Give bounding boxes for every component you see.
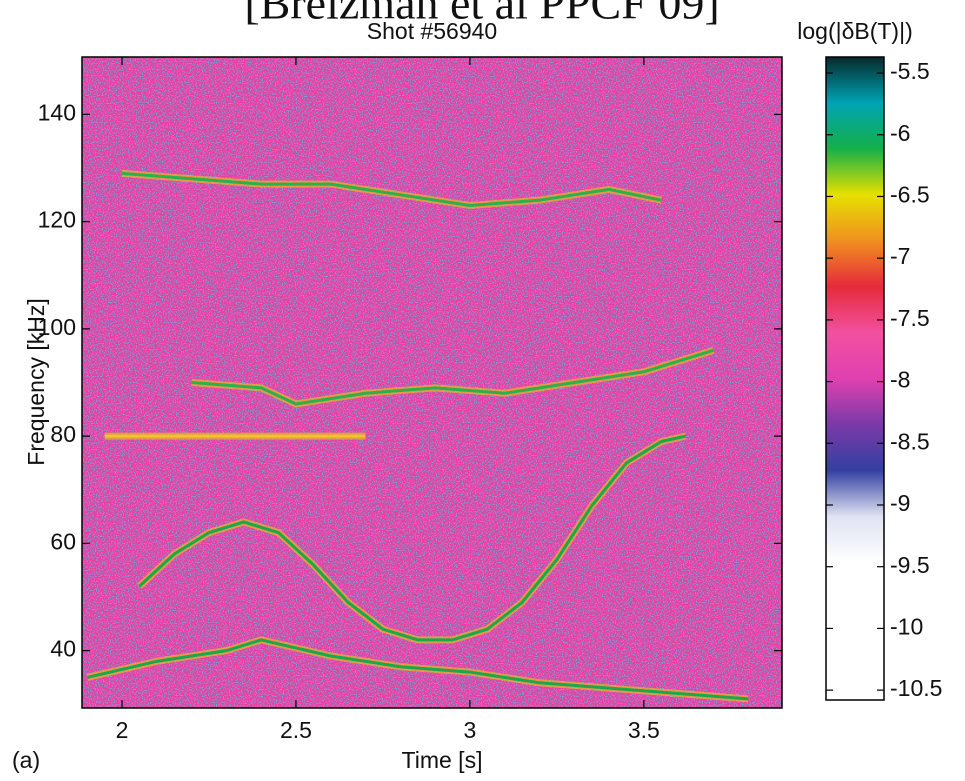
colorbar-tick-label: -6 <box>890 120 910 146</box>
y-tick-label: 60 <box>50 528 76 554</box>
y-tick-label: 140 <box>38 99 76 125</box>
colorbar <box>825 56 885 701</box>
colorbar-tick-label: -10 <box>890 613 923 639</box>
colorbar-tick-label: -8 <box>890 367 910 393</box>
x-tick-label: 3 <box>464 717 477 743</box>
y-tick-label: 120 <box>38 207 76 233</box>
x-tick-label: 2 <box>116 717 129 743</box>
colorbar-tick-label: -10.5 <box>890 675 942 701</box>
x-tick-label: 2.5 <box>280 717 312 743</box>
colorbar-tick-label: -8.5 <box>890 428 930 454</box>
mode-trace <box>138 434 686 642</box>
colorbar-tick-label: -9 <box>890 490 910 516</box>
colorbar-tick-label: -6.5 <box>890 182 930 208</box>
noise-texture <box>82 57 782 708</box>
y-tick-label: 80 <box>50 421 76 447</box>
y-axis-label: Frequency [kHz] <box>23 298 49 465</box>
annotation: [Breizman et al PPCF 09] <box>244 0 719 29</box>
mode-trace <box>121 171 662 208</box>
panel-label: (a) <box>12 747 40 773</box>
chart-title: Shot #56940 <box>367 18 497 44</box>
x-tick-label: 3.5 <box>628 717 660 743</box>
mode-trace <box>191 348 714 406</box>
y-tick-label: 100 <box>38 314 76 340</box>
colorbar-label: log(|δB(T)|) <box>797 18 912 44</box>
mode-trace <box>86 638 749 701</box>
colorbar-tick-label: -9.5 <box>890 552 930 578</box>
plot-frame <box>81 56 783 709</box>
colorbar-tick-label: -7 <box>890 243 910 269</box>
x-axis-label: Time [s] <box>402 747 483 773</box>
y-tick-label: 40 <box>50 636 76 662</box>
colorbar-tick-label: -7.5 <box>890 305 930 331</box>
colorbar-tick-label: -5.5 <box>890 58 930 84</box>
plot-area <box>82 57 782 708</box>
